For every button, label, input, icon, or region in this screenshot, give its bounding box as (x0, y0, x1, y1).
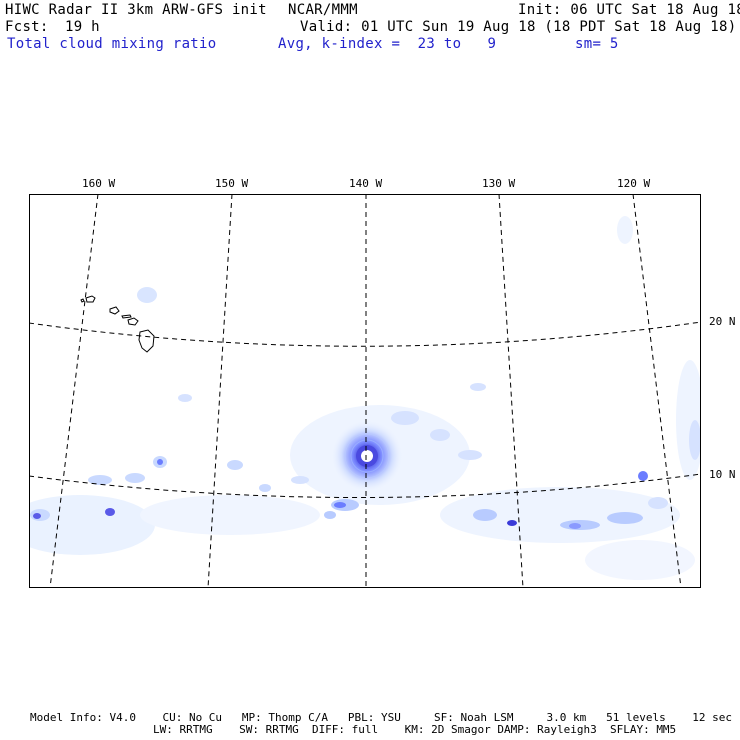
cloud-patch (430, 429, 450, 441)
cloud-core (334, 502, 346, 508)
cloud-core (105, 508, 115, 516)
cloud-patch (689, 420, 701, 460)
lat-label-20n: 20 N (709, 315, 736, 328)
meridian-160w (49, 194, 99, 588)
island-maui (127, 317, 139, 326)
model-info-line1: Model Info: V4.0 CU: No Cu MP: Thomp C/A… (30, 711, 732, 724)
cloud-patch (648, 497, 668, 509)
valid-time: Valid: 01 UTC Sun 19 Aug 18 (18 PDT Sat … (300, 19, 737, 35)
graticule (29, 194, 701, 588)
cloud-core (33, 513, 41, 519)
cloud-patch (178, 394, 192, 402)
cloud-area-east-band (440, 487, 680, 543)
cloud-patch (88, 475, 112, 485)
smoothing-label: sm= 5 (575, 36, 619, 52)
lon-label-120w: 120 W (617, 177, 651, 190)
org-label: NCAR/MMM (288, 2, 358, 18)
cloud-patch (458, 450, 482, 460)
lon-label-160w: 160 W (82, 177, 116, 190)
cloud-patch (259, 484, 271, 492)
island-hawaii (138, 329, 155, 353)
forecast-label: Fcst: (5, 19, 49, 35)
init-time: Init: 06 UTC Sat 18 Aug 18 (518, 2, 740, 18)
island-oahu (109, 306, 120, 315)
lon-label-150w: 150 W (215, 177, 249, 190)
meridian-150w (207, 194, 233, 588)
meridian-130w (498, 194, 524, 588)
parallel-10n (29, 473, 701, 499)
cloud-patch (473, 509, 497, 521)
cloud-patch (125, 473, 145, 483)
map-frame (29, 194, 701, 588)
field-name: Total cloud mixing ratio (7, 36, 217, 52)
cloud-patch (607, 512, 643, 524)
lon-label-130w: 130 W (482, 177, 516, 190)
cloud-core (507, 520, 517, 526)
cloud-core (569, 523, 581, 529)
model-info-line2: LW: RRTMG SW: RRTMG DIFF: full KM: 2D Sm… (153, 723, 677, 736)
cloud-patch (291, 476, 309, 484)
cloud-area-west (29, 495, 155, 555)
cloud-field (29, 216, 701, 580)
meridian-120w (632, 194, 682, 588)
lon-label-140w: 140 W (349, 177, 383, 190)
cloud-patch (227, 460, 243, 470)
hawaiian-islands (80, 295, 155, 353)
parallel-20n (29, 321, 701, 347)
cloud-area-north (137, 287, 157, 303)
lat-label-10n: 10 N (709, 468, 736, 481)
cloud-area-east-south (585, 540, 695, 580)
cloud-area-ne (617, 216, 633, 244)
island-kauai (85, 295, 96, 303)
cloud-core (638, 471, 648, 481)
island-molokai (121, 314, 132, 319)
cloud-patch (324, 511, 336, 519)
cloud-area-southwest (140, 495, 320, 535)
cloud-core (157, 459, 163, 465)
cloud-patch (391, 411, 419, 425)
model-title: HIWC Radar II 3km ARW-GFS init (5, 2, 267, 18)
tropical-storm (331, 420, 403, 492)
island-niihau (80, 298, 85, 303)
cloud-patch (470, 383, 486, 391)
forecast-hours: 19 h (65, 19, 100, 35)
cloud-area-east-edge (676, 360, 701, 480)
average-k-index: Avg, k-index = 23 to 9 (278, 36, 497, 52)
